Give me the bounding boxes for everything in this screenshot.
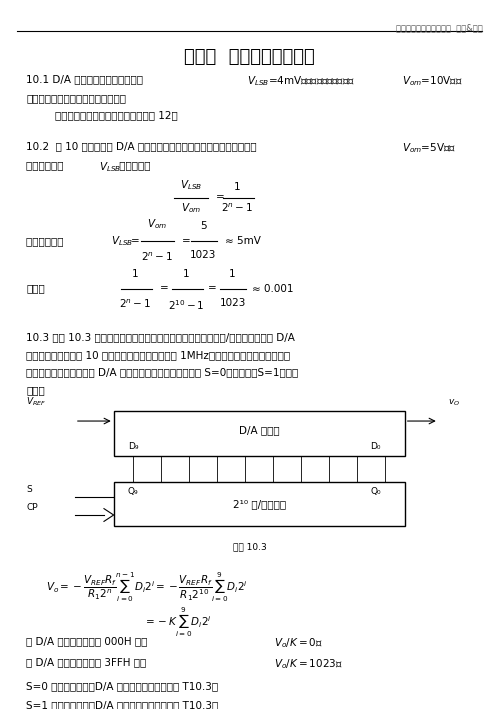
Text: 1: 1 [132, 269, 139, 279]
Text: 转换器相适应，均是 10 位（二进制），时钟频率为 1MHz，求阶梯波的重复周期，试画: 转换器相适应，均是 10 位（二进制），时钟频率为 1MHz，求阶梯波的重复周期… [26, 350, 290, 359]
Text: $v_O$: $v_O$ [449, 398, 461, 408]
Text: 最小分辨电压: 最小分辨电压 [26, 236, 77, 246]
Text: 数）。: 数）。 [26, 386, 45, 396]
Text: 第十章  模数与数模转换器: 第十章 模数与数模转换器 [184, 48, 315, 67]
Text: CP: CP [26, 503, 38, 512]
Text: D₉: D₉ [128, 442, 138, 451]
Text: 《数字电子技术》康华光  习题&解答: 《数字电子技术》康华光 习题&解答 [396, 23, 483, 32]
Text: $V_{om}$: $V_{om}$ [181, 201, 201, 215]
Text: =: = [182, 236, 190, 246]
Text: Q₀: Q₀ [370, 486, 381, 496]
Text: $V_o = -\dfrac{V_{REF}R_f}{R_1 2^n}\sum_{i=0}^{n-1}D_i 2^i = -\dfrac{V_{REF}R_f}: $V_o = -\dfrac{V_{REF}R_f}{R_1 2^n}\sum_… [46, 571, 248, 604]
Text: ≈ 0.001: ≈ 0.001 [252, 284, 293, 294]
Text: 10.3 图题 10.3 所示电路可用作阶梯波发生器。如果计数器是加/减计数器，它和 D/A: 10.3 图题 10.3 所示电路可用作阶梯波发生器。如果计数器是加/减计数器，… [26, 332, 295, 342]
Text: Q₉: Q₉ [128, 486, 138, 496]
Text: 1: 1 [183, 269, 190, 279]
Text: $2^n - 1$: $2^n - 1$ [119, 298, 152, 311]
Bar [114, 481, 405, 526]
Text: 1023: 1023 [220, 298, 246, 308]
Text: 图题 10.3: 图题 10.3 [233, 542, 266, 551]
Text: $V_o/K = 1023$。: $V_o/K = 1023$。 [274, 657, 342, 671]
Text: 1: 1 [234, 182, 241, 191]
Text: $V_{om}$=10V，求: $V_{om}$=10V，求 [402, 74, 463, 88]
Text: 该转换器输入二进制数字量的位数。: 该转换器输入二进制数字量的位数。 [26, 93, 126, 103]
Text: $2^n - 1$: $2^n - 1$ [141, 250, 173, 263]
Bar [114, 411, 405, 456]
Text: =: = [216, 192, 224, 202]
Text: S: S [26, 485, 32, 494]
Text: 和分辨率。: 和分辨率。 [116, 160, 151, 170]
Text: $V_{om}$=5V，求: $V_{om}$=5V，求 [402, 140, 456, 155]
Text: 2¹⁰ 加/减计数器: 2¹⁰ 加/减计数器 [233, 499, 286, 509]
Text: S=0 时，加法计数，D/A 转换器的输出波形见图 T10.3。: S=0 时，加法计数，D/A 转换器的输出波形见图 T10.3。 [26, 681, 219, 691]
Text: $= -K\sum_{i=0}^{9}D_i 2^i$: $= -K\sum_{i=0}^{9}D_i 2^i$ [143, 605, 212, 639]
Text: $V_{LSB}$: $V_{LSB}$ [111, 234, 134, 247]
Text: 10.2  在 10 位二进制数 D/A 转换器中，已知其最大满刻度输出模拟电压: 10.2 在 10 位二进制数 D/A 转换器中，已知其最大满刻度输出模拟电压 [26, 140, 260, 151]
Text: 10.1 D/A 转换器，其最小分辨电压: 10.1 D/A 转换器，其最小分辨电压 [26, 74, 147, 84]
Text: ≈ 5mV: ≈ 5mV [225, 236, 261, 246]
Text: $V_{REF}$: $V_{REF}$ [26, 396, 46, 408]
Text: S=1 时，减法计数，D/A 转换器的输出波形见图 T10.3。: S=1 时，减法计数，D/A 转换器的输出波形见图 T10.3。 [26, 700, 219, 709]
Text: =: = [131, 236, 139, 246]
Text: $V_{LSB}$: $V_{LSB}$ [180, 178, 203, 191]
Text: $2^{10} - 1$: $2^{10} - 1$ [168, 298, 205, 312]
Text: 当 D/A 转换器的输入为 000H 时，: 当 D/A 转换器的输入为 000H 时， [26, 637, 148, 647]
Text: 1023: 1023 [190, 250, 217, 260]
Text: $V_o/K = 0$。: $V_o/K = 0$。 [274, 637, 323, 650]
Text: $V_{LSB}$=4mV，最大满刻度输出电压: $V_{LSB}$=4mV，最大满刻度输出电压 [247, 74, 355, 88]
Text: 出加法计数和减法计数时 D/A 转换器的输出波形（使能信号 S=0，加计数；S=1，减计: 出加法计数和减法计数时 D/A 转换器的输出波形（使能信号 S=0，加计数；S=… [26, 367, 298, 377]
Text: 1: 1 [229, 269, 236, 279]
Text: 该转换器输入二进制数字量的位数为 12。: 该转换器输入二进制数字量的位数为 12。 [55, 110, 178, 120]
Text: =: = [208, 284, 217, 294]
Text: =: = [160, 284, 169, 294]
Text: 分辨率: 分辨率 [26, 284, 45, 294]
Text: D₀: D₀ [370, 442, 381, 451]
Text: 当 D/A 转换器的输入为 3FFH 时，: 当 D/A 转换器的输入为 3FFH 时， [26, 657, 147, 666]
Text: D/A 转换器: D/A 转换器 [239, 425, 279, 435]
Text: 最小分辨电压: 最小分辨电压 [26, 160, 67, 170]
Text: $2^n - 1$: $2^n - 1$ [222, 201, 253, 213]
Text: 5: 5 [200, 221, 207, 231]
Text: $V_{LSB}$: $V_{LSB}$ [99, 160, 121, 174]
Text: $V_{om}$: $V_{om}$ [147, 218, 167, 231]
